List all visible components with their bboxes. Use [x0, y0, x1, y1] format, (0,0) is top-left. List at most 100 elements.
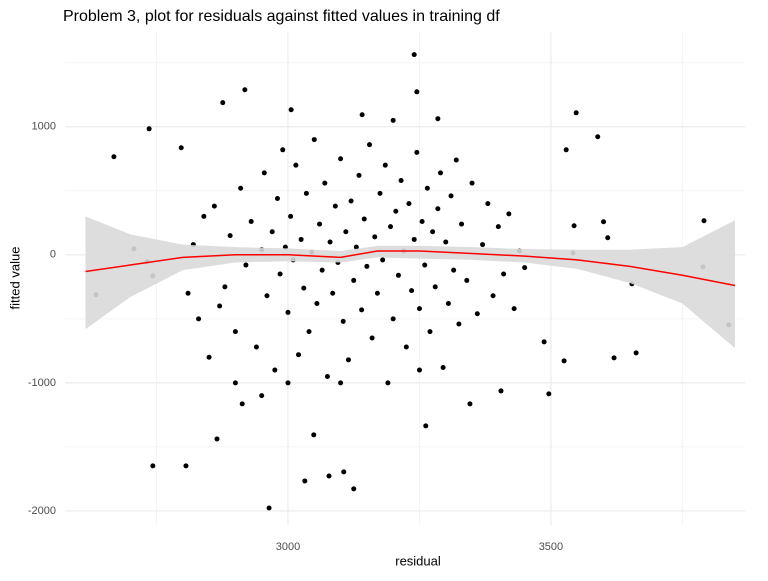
point	[464, 277, 470, 283]
point	[338, 156, 344, 162]
point	[274, 195, 280, 201]
point	[633, 350, 639, 356]
point	[348, 198, 354, 204]
point	[522, 265, 528, 271]
y-axis-label: fitted value	[7, 247, 22, 310]
point	[242, 87, 248, 93]
point	[353, 244, 359, 250]
y-tick-label: 1000	[32, 121, 56, 133]
point	[351, 277, 357, 283]
point	[201, 213, 207, 219]
point	[351, 486, 357, 492]
point	[359, 112, 365, 118]
point	[296, 352, 302, 358]
point	[227, 233, 233, 239]
point	[424, 185, 430, 191]
point	[601, 219, 607, 225]
point	[437, 170, 443, 176]
point	[243, 262, 249, 268]
point	[511, 306, 517, 312]
point	[266, 505, 272, 511]
point	[211, 203, 217, 209]
point	[546, 391, 552, 397]
point	[303, 190, 309, 196]
point	[288, 107, 294, 113]
point	[232, 329, 238, 335]
point	[451, 267, 457, 273]
point	[474, 311, 480, 317]
point	[288, 213, 294, 219]
point	[196, 316, 202, 322]
point	[382, 162, 388, 168]
point	[259, 393, 265, 399]
point	[341, 469, 347, 475]
point	[345, 357, 351, 363]
point	[501, 271, 507, 277]
point	[367, 142, 373, 148]
point	[453, 157, 459, 163]
point	[374, 290, 380, 296]
y-tick-label: 0	[50, 249, 56, 261]
point	[411, 52, 417, 58]
point	[369, 335, 375, 341]
point	[388, 224, 394, 230]
point	[285, 309, 291, 315]
point	[380, 257, 386, 263]
point	[435, 206, 441, 212]
point	[185, 290, 191, 296]
point	[435, 116, 441, 122]
point	[340, 318, 346, 324]
point	[146, 126, 152, 132]
point	[277, 271, 283, 277]
point	[416, 306, 422, 312]
y-tick-label: -2000	[28, 505, 56, 517]
point	[372, 234, 378, 240]
point	[561, 358, 567, 364]
point	[150, 463, 156, 469]
point	[285, 380, 291, 386]
point	[319, 267, 325, 273]
y-tick-label: -1000	[28, 377, 56, 389]
point	[422, 262, 428, 268]
point	[239, 401, 245, 407]
point	[183, 463, 189, 469]
point	[301, 285, 307, 291]
point	[443, 239, 449, 245]
point	[222, 284, 228, 290]
point	[364, 263, 370, 269]
point	[280, 147, 286, 153]
point	[311, 137, 317, 143]
point	[343, 229, 349, 235]
point	[332, 203, 338, 209]
point	[485, 201, 491, 207]
point	[393, 208, 399, 214]
point	[445, 300, 451, 306]
point	[419, 219, 425, 225]
point	[440, 364, 446, 370]
point	[361, 216, 367, 222]
x-axis-label: residual	[395, 553, 441, 568]
point	[611, 355, 617, 361]
point	[269, 229, 275, 235]
point	[430, 229, 436, 235]
point	[330, 290, 336, 296]
point	[459, 221, 465, 227]
point	[253, 344, 259, 350]
point	[338, 380, 344, 386]
point	[432, 284, 438, 290]
point	[480, 242, 486, 248]
point	[217, 303, 223, 309]
point	[317, 221, 323, 227]
point	[220, 100, 226, 106]
point	[306, 329, 312, 335]
point	[248, 219, 254, 225]
point	[385, 380, 391, 386]
point	[377, 190, 383, 196]
point	[506, 211, 512, 217]
point	[359, 307, 365, 313]
point	[406, 201, 412, 207]
confidence-band	[85, 216, 736, 349]
point	[573, 110, 579, 116]
point	[409, 288, 415, 294]
